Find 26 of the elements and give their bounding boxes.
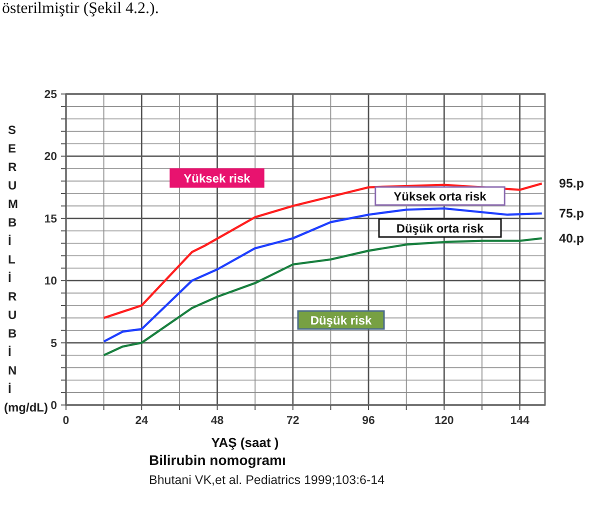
- text: Bilirubin nomogramı: [149, 452, 286, 468]
- y-tick-label: 25: [44, 89, 58, 101]
- annotation: Yüksek orta risk: [394, 190, 487, 204]
- x-tick-label: 0: [62, 415, 70, 427]
- series-label: 75.p: [559, 206, 584, 220]
- x-tick-label: 24: [135, 415, 149, 427]
- text: österilmiştir (Şekil 4.2.).: [2, 0, 159, 17]
- y-tick-label: 10: [44, 276, 57, 288]
- annotation: Düşük risk: [310, 314, 372, 328]
- y-tick-label: 15: [44, 213, 58, 226]
- y-tick-label: 0: [50, 400, 57, 412]
- line-series: [102, 207, 543, 343]
- text: Bhutani VK,et al. Pediatrics 1999;103:6-14: [149, 473, 385, 487]
- y-tick-label: 20: [44, 151, 57, 164]
- x-axis-title: YAŞ (saat ): [211, 435, 279, 450]
- series-label: 40.p: [559, 231, 584, 246]
- series-label: 95.p: [559, 176, 584, 191]
- annotation: Yüksek risk: [184, 172, 251, 186]
- x-tick-label: 72: [286, 415, 300, 427]
- line-series: [102, 237, 543, 356]
- x-tick-label: 120: [434, 415, 454, 427]
- annotation: Düşük orta risk: [396, 222, 484, 236]
- x-tick-label: 96: [362, 415, 375, 427]
- x-tick-label: 48: [210, 415, 224, 427]
- y-tick-label: 5: [50, 338, 58, 350]
- x-tick-label: 144: [510, 415, 530, 427]
